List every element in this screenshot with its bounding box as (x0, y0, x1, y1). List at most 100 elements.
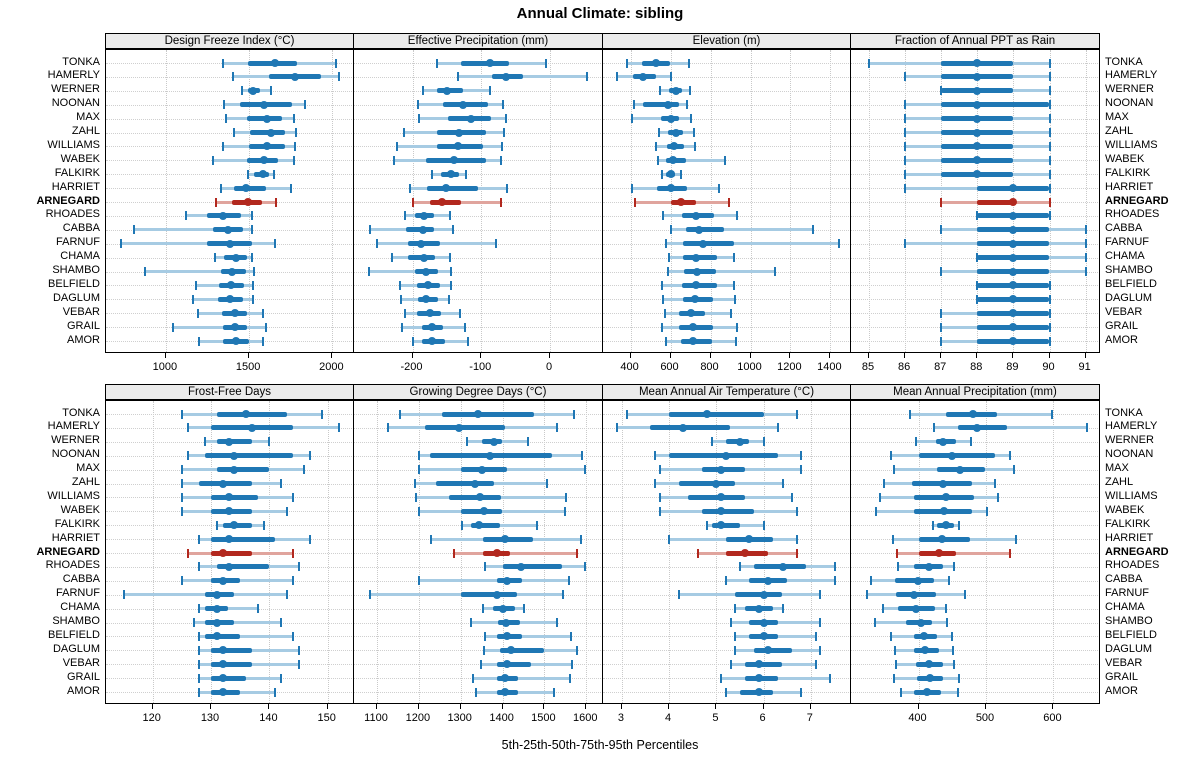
whisker-cap (795, 534, 798, 544)
iqr-box (669, 411, 764, 417)
axis-tick (543, 704, 545, 709)
station-label-left: CABBA (62, 222, 100, 235)
iqr-box (957, 425, 1007, 431)
whisker-cap (1084, 225, 1087, 235)
whisker-cap (904, 114, 907, 124)
median-dot (500, 688, 509, 696)
whisker-cap (396, 141, 399, 151)
whisker-cap (297, 645, 300, 655)
median-dot (427, 337, 436, 345)
axis-tick-label: 89 (1006, 361, 1019, 373)
median-dot (969, 410, 978, 418)
whisker-cap (297, 659, 300, 669)
median-dot (226, 281, 235, 290)
median-dot (479, 507, 488, 516)
whisker-cap (693, 141, 696, 151)
whisker-cap (833, 562, 836, 572)
panel-strip: Fraction of Annual PPT as Rain (850, 33, 1100, 49)
median-dot (691, 211, 700, 220)
whisker-cap (1048, 183, 1051, 193)
whisker-cap (634, 197, 636, 207)
whisker-cap (904, 155, 907, 165)
whisker-cap (616, 423, 619, 433)
whisker-cap (120, 239, 122, 249)
median-dot (224, 562, 233, 571)
axis-tick (1084, 353, 1086, 358)
station-label-right: WABEK (1105, 503, 1145, 516)
iqr-box (500, 647, 544, 653)
axis-tick-label: 140 (259, 712, 278, 724)
station-label-right: ZAHL (1105, 476, 1134, 488)
whisker-cap (526, 437, 529, 447)
station-label-left: ARNEGARD (36, 194, 100, 207)
median-dot (466, 114, 475, 123)
median-dot (669, 142, 678, 151)
axis-tick-label: 90 (1042, 361, 1055, 373)
whisker-cap (729, 618, 732, 627)
station-label-left: FALKIRK (54, 166, 100, 179)
whisker-cap (483, 645, 486, 655)
whisker-cap (180, 479, 183, 488)
whisker-cap (204, 437, 207, 447)
gridline (750, 50, 752, 352)
whisker-cap (899, 687, 902, 697)
whisker-cap (953, 562, 956, 572)
whisker-cap (1084, 267, 1087, 276)
median-dot (926, 674, 934, 683)
median-dot (500, 535, 509, 544)
whisker-cap (555, 618, 558, 627)
whisker-cap (951, 631, 954, 641)
whisker-cap (215, 520, 218, 530)
whisker-cap (197, 308, 200, 318)
panel-strip: Design Freeze Index (°C) (105, 33, 354, 49)
whisker-cap (250, 211, 253, 221)
station-label-left: WABEK (60, 152, 100, 165)
whisker-cap (186, 548, 189, 558)
whisker (667, 270, 776, 273)
median-dot (224, 225, 233, 234)
row-guide (851, 664, 1099, 666)
whisker-cap (250, 225, 253, 235)
row-guide (603, 608, 850, 610)
row-guide (851, 257, 1099, 259)
whisker-cap (240, 86, 243, 96)
median-dot (422, 267, 431, 276)
row-guide (354, 636, 602, 638)
median-dot (438, 198, 446, 206)
whisker-cap (448, 211, 451, 221)
whisker-cap (184, 211, 187, 221)
panel (105, 49, 354, 353)
station-label-right: HARRIET (1105, 531, 1154, 544)
whisker-cap (334, 58, 337, 68)
whisker-cap (447, 294, 450, 304)
axis-tick-label: 4 (665, 712, 672, 724)
whisker-cap (285, 590, 288, 600)
median-dot (679, 423, 688, 432)
whisker-cap (456, 72, 459, 82)
median-dot (218, 549, 227, 557)
station-label-right: ZAHL (1105, 125, 1134, 137)
median-dot (667, 184, 676, 193)
whisker-cap (180, 409, 183, 419)
whisker-cap (791, 492, 793, 502)
median-dot (651, 59, 660, 67)
iqr-box (211, 647, 252, 653)
median-dot (260, 156, 269, 165)
whisker-cap (261, 336, 264, 346)
row-guide (851, 285, 1099, 287)
median-dot (447, 170, 455, 179)
whisker-cap (495, 239, 498, 249)
whisker-cap (933, 423, 935, 433)
whisker (670, 228, 814, 232)
median-dot (941, 493, 950, 502)
whisker-cap (570, 631, 573, 641)
median-dot (973, 128, 982, 137)
median-dot (442, 184, 451, 193)
median-dot (290, 72, 299, 81)
axis-tick-label: 91 (1078, 361, 1091, 373)
iqr-box (211, 536, 276, 542)
station-label-left: HARRIET (51, 180, 100, 193)
station-label-right: GRAIL (1105, 670, 1139, 683)
whisker-cap (661, 322, 664, 332)
whisker-cap (1012, 465, 1015, 475)
